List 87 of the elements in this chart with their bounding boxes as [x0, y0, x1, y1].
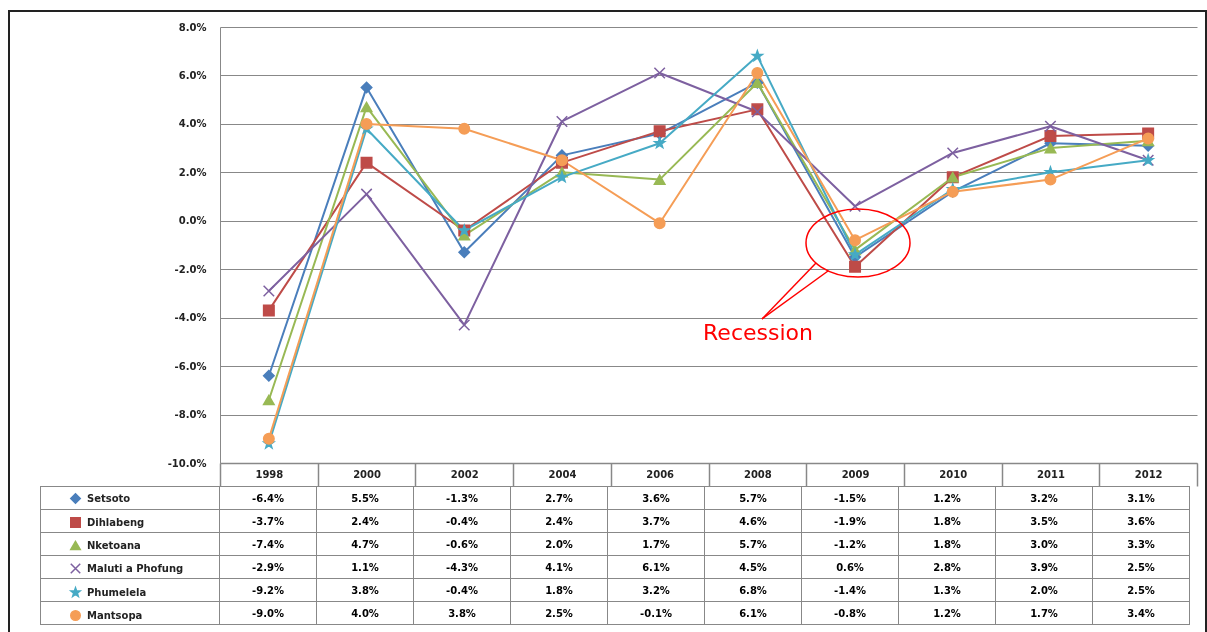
- data-label: 0.6%: [801, 555, 899, 579]
- data-label: -1.3%: [413, 486, 511, 510]
- x-tick-label: 2000: [353, 468, 381, 480]
- data-label: 3.4%: [1092, 601, 1190, 625]
- y-tick-label: -2.0%: [174, 263, 207, 275]
- data-label: 1.2%: [898, 601, 996, 625]
- data-label: 1.2%: [898, 486, 996, 510]
- data-label: 3.2%: [995, 486, 1093, 510]
- data-label: -1.4%: [801, 578, 899, 602]
- x-tick-label: 1998: [255, 468, 284, 480]
- y-tick-label: 6.0%: [178, 69, 207, 81]
- annotation: Recession: [703, 320, 813, 345]
- data-label: 2.0%: [995, 578, 1093, 602]
- data-label: 1.3%: [898, 578, 996, 602]
- y-tick-label: 4.0%: [178, 118, 207, 130]
- legend-label: Setsoto: [87, 492, 131, 504]
- data-label: 3.8%: [316, 578, 414, 602]
- data-label: -9.2%: [219, 578, 317, 602]
- data-label: 5.7%: [704, 532, 802, 556]
- x-tick-label: 2008: [743, 468, 772, 480]
- data-label: -0.1%: [607, 601, 705, 625]
- y-tick-label: -4.0%: [174, 312, 207, 324]
- data-label: 5.5%: [316, 486, 414, 510]
- legend-label: Mantsopa: [87, 609, 143, 621]
- y-tick-label: 2.0%: [178, 166, 207, 178]
- data-label: 2.5%: [1092, 578, 1190, 602]
- y-tick-label: 8.0%: [178, 21, 207, 33]
- legend-label: Nketoana: [87, 539, 141, 551]
- data-label: 2.5%: [1092, 555, 1190, 579]
- data-label: 2.4%: [510, 509, 608, 533]
- data-label: 3.9%: [995, 555, 1093, 579]
- data-label: 3.1%: [1092, 486, 1190, 510]
- data-label: 4.5%: [704, 555, 802, 579]
- data-label: 3.0%: [995, 532, 1093, 556]
- data-label: -0.6%: [413, 532, 511, 556]
- data-label: -7.4%: [219, 532, 317, 556]
- data-label: 4.1%: [510, 555, 608, 579]
- data-label: 3.6%: [607, 486, 705, 510]
- data-label: 1.8%: [510, 578, 608, 602]
- data-label: 4.7%: [316, 532, 414, 556]
- data-label: -6.4%: [219, 486, 317, 510]
- data-label: -0.8%: [801, 601, 899, 625]
- data-label: 5.7%: [704, 486, 802, 510]
- data-label: 6.1%: [607, 555, 705, 579]
- data-label: -0.4%: [413, 578, 511, 602]
- y-tick-label: -8.0%: [174, 409, 207, 421]
- x-tick-label: 2009: [841, 468, 870, 480]
- data-label: -4.3%: [413, 555, 511, 579]
- x-tick-label: 2011: [1037, 468, 1065, 480]
- data-label: -9.0%: [219, 601, 317, 625]
- data-label: 2.7%: [510, 486, 608, 510]
- data-label: 2.5%: [510, 601, 608, 625]
- data-label: 2.8%: [898, 555, 996, 579]
- data-label: 1.8%: [898, 532, 996, 556]
- data-label: -2.9%: [219, 555, 317, 579]
- y-tick-label: 0.0%: [178, 215, 207, 227]
- data-label: 4.0%: [316, 601, 414, 625]
- data-label: 3.8%: [413, 601, 511, 625]
- data-label: -1.5%: [801, 486, 899, 510]
- legend-label: Maluti a Phofung: [87, 562, 184, 574]
- data-label: -3.7%: [219, 509, 317, 533]
- x-tick-label: 2006: [646, 468, 675, 480]
- data-label: -0.4%: [413, 509, 511, 533]
- data-label: 4.6%: [704, 509, 802, 533]
- data-label: 1.1%: [316, 555, 414, 579]
- y-tick-label: -10.0%: [167, 457, 207, 469]
- legend-label: Phumelela: [87, 586, 147, 598]
- data-label: 1.7%: [607, 532, 705, 556]
- data-label: 1.8%: [898, 509, 996, 533]
- data-label: -1.2%: [801, 532, 899, 556]
- data-label: 2.0%: [510, 532, 608, 556]
- x-tick-label: 2010: [939, 468, 968, 480]
- data-label: 3.7%: [607, 509, 705, 533]
- data-label: 1.7%: [995, 601, 1093, 625]
- y-tick-label: -6.0%: [174, 360, 207, 372]
- data-label: 3.3%: [1092, 532, 1190, 556]
- x-tick-label: 2002: [450, 468, 479, 480]
- data-label: 2.4%: [316, 509, 414, 533]
- data-label: 3.5%: [995, 509, 1093, 533]
- data-label: 3.2%: [607, 578, 705, 602]
- data-label: -1.9%: [801, 509, 899, 533]
- x-tick-label: 2012: [1134, 468, 1163, 480]
- legend-label: Dihlabeng: [87, 516, 145, 528]
- data-label: 6.1%: [704, 601, 802, 625]
- data-label: 3.6%: [1092, 509, 1190, 533]
- data-label: 6.8%: [704, 578, 802, 602]
- x-tick-label: 2004: [548, 468, 577, 480]
